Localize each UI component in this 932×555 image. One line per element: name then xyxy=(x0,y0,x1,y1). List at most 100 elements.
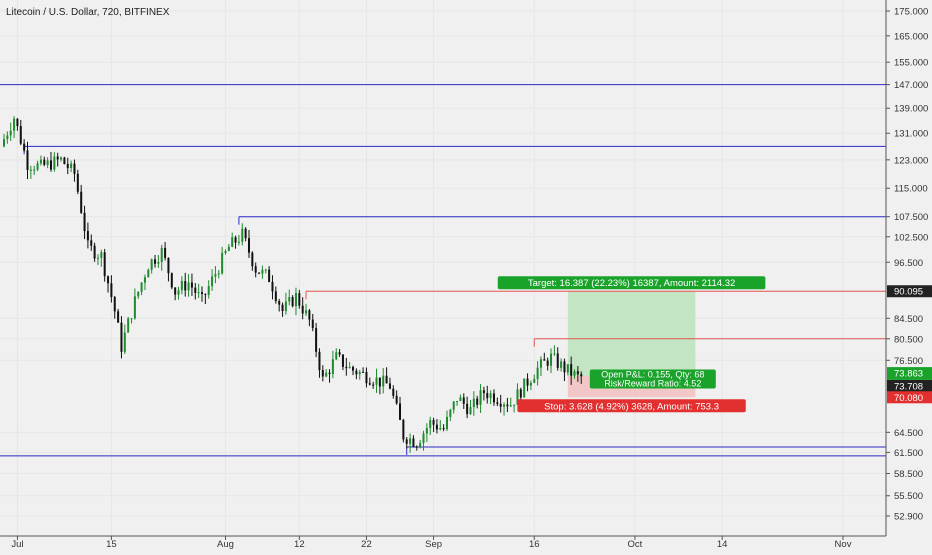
candle-body-up xyxy=(6,135,9,140)
candle-body-up xyxy=(513,404,516,406)
candle-body-down xyxy=(194,287,197,293)
candle-body-up xyxy=(516,389,519,405)
candle-body-up xyxy=(157,261,160,264)
candle-body-up xyxy=(217,273,220,275)
candle-body-down xyxy=(43,159,46,165)
candle-body-down xyxy=(247,238,250,253)
candle-body-up xyxy=(472,398,475,408)
price-tick-label: 96.500 xyxy=(894,258,923,269)
candle-body-down xyxy=(355,370,358,375)
candle-body-up xyxy=(425,428,428,434)
candle-body-down xyxy=(328,372,331,374)
candle-body-up xyxy=(459,397,462,401)
candle-body-up xyxy=(227,246,230,251)
candle-body-down xyxy=(385,375,388,384)
price-tag-label: 73.863 xyxy=(894,369,923,380)
candle-body-up xyxy=(489,393,492,399)
candle-body-down xyxy=(486,393,489,399)
price-tag-stop: 70.080 xyxy=(887,391,932,404)
candle-body-down xyxy=(345,366,348,369)
candle-body-up xyxy=(566,364,569,373)
candle-body-down xyxy=(392,388,395,396)
candle-body-up xyxy=(2,139,6,147)
candle-body-down xyxy=(204,293,207,295)
candle-body-down xyxy=(113,297,116,312)
price-tick-label: 115.000 xyxy=(894,184,928,195)
candle-body-up xyxy=(305,310,308,314)
candle-body-up xyxy=(503,404,506,407)
candle-body-down xyxy=(395,395,398,404)
candle-body-up xyxy=(177,290,180,295)
candle-body-down xyxy=(298,293,301,306)
candle-body-up xyxy=(533,378,536,383)
candle-body-down xyxy=(274,291,277,302)
candle-body-up xyxy=(429,420,432,429)
candle-body-down xyxy=(435,424,438,430)
candle-body-down xyxy=(244,228,247,239)
candle-body-up xyxy=(445,416,448,430)
candle-body-up xyxy=(449,409,452,417)
candle-body-down xyxy=(318,351,321,371)
candle-body-up xyxy=(553,353,556,355)
candle-body-down xyxy=(476,398,479,405)
candle-body-up xyxy=(331,359,334,374)
candle-body-down xyxy=(308,310,311,320)
risk-reward-text: Risk/Reward Ratio: 4.52 xyxy=(604,378,701,388)
candle-body-down xyxy=(234,237,237,243)
candle-body-up xyxy=(9,130,12,136)
candle-body-down xyxy=(184,281,187,291)
candle-body-down xyxy=(405,439,408,444)
time-tick-label: 15 xyxy=(106,539,117,550)
profit-zone xyxy=(567,291,696,376)
time-tick-label: 12 xyxy=(294,539,305,550)
candle-body-down xyxy=(365,371,368,384)
candle-body-up xyxy=(13,118,16,131)
price-axis[interactable]: 175.000 165.000 155.000 147.000 139.000 131.0… xyxy=(885,0,932,536)
candle-body-down xyxy=(281,304,284,311)
candle-body-down xyxy=(466,403,469,415)
candle-body-down xyxy=(86,231,89,241)
price-tag-bg xyxy=(887,391,932,404)
candle-body-down xyxy=(301,305,304,314)
candle-body-up xyxy=(130,318,133,320)
price-tag-label: 70.080 xyxy=(894,393,923,404)
candle-body-up xyxy=(221,252,224,274)
candle-body-down xyxy=(338,352,341,355)
candle-body-down xyxy=(315,328,318,352)
candle-body-down xyxy=(499,403,502,407)
horizontal-lines xyxy=(0,84,886,457)
time-axis[interactable]: Jul 15 Aug 12 22 Sep 16 Oct 14 Nov xyxy=(0,535,886,550)
candle-body-up xyxy=(197,292,200,294)
candle-body-down xyxy=(341,354,344,367)
price-tick-label: 175.000 xyxy=(894,7,928,18)
candle-body-up xyxy=(214,274,217,277)
candle-body-up xyxy=(560,361,563,368)
candle-body-down xyxy=(580,374,583,377)
candle-body-up xyxy=(469,407,472,415)
pnl-text: Open P&L: 0.155, Qty: 68 xyxy=(601,369,704,379)
candle-body-up xyxy=(479,390,482,405)
candle-body-up xyxy=(60,157,63,160)
candle-body-up xyxy=(211,276,214,287)
candle-body-down xyxy=(372,384,375,386)
candle-body-up xyxy=(288,297,291,302)
time-tick-label: 16 xyxy=(529,539,540,550)
candle-body-up xyxy=(36,163,39,170)
candle-body-down xyxy=(117,311,120,323)
candle-body-up xyxy=(452,401,455,410)
candle-body-down xyxy=(93,245,96,259)
candle-body-down xyxy=(23,143,26,151)
candles xyxy=(2,116,583,453)
price-tick-label: 139.000 xyxy=(894,104,928,115)
position-labels: Target: 16.387 (22.23%) 16387, Amount: 2… xyxy=(497,276,766,413)
candle-body-down xyxy=(103,252,106,277)
candle-body-down xyxy=(268,269,271,282)
candle-body-up xyxy=(241,228,244,242)
price-tick-label: 84.500 xyxy=(894,314,923,325)
price-tag-label: 90.095 xyxy=(894,287,923,298)
price-tick-label: 165.000 xyxy=(894,31,928,42)
candle-body-down xyxy=(415,446,418,448)
